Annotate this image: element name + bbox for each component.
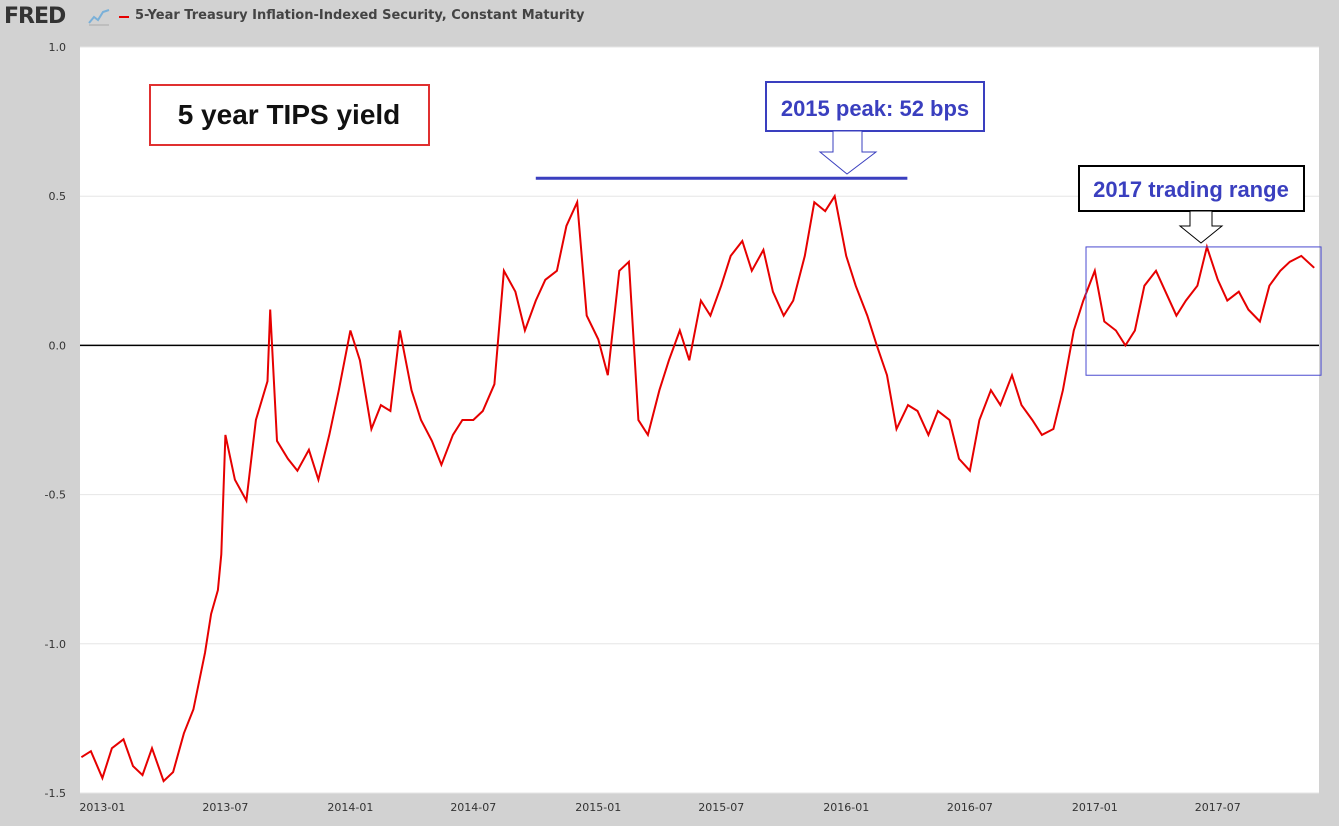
- x-tick-label: 2013-01: [79, 801, 125, 814]
- fred-logo: FRED: [4, 4, 66, 29]
- y-tick-label: 0.5: [49, 190, 67, 203]
- x-tick-label: 2017-01: [1072, 801, 1118, 814]
- fred-chart-icon: [88, 9, 110, 26]
- x-tick-label: 2017-07: [1195, 801, 1241, 814]
- range-annotation: 2017 trading range: [1078, 165, 1305, 244]
- title-annotation-text: 5 year TIPS yield: [178, 99, 401, 130]
- chart-header: FRED 5-Year Treasury Inflation-Indexed S…: [0, 0, 1339, 34]
- y-tick-label: 1.0: [49, 41, 67, 54]
- x-tick-label: 2015-07: [698, 801, 744, 814]
- x-tick-label: 2014-01: [327, 801, 373, 814]
- title-annotation-box: [149, 84, 430, 146]
- peak-annotation-box: [765, 81, 985, 132]
- plot-area: [80, 47, 1319, 793]
- range-arrow-icon: [1178, 210, 1224, 244]
- x-tick-label: 2014-07: [450, 801, 496, 814]
- range-annotation-box: [1078, 165, 1305, 212]
- legend-series-swatch: [119, 16, 129, 18]
- series-title: 5-Year Treasury Inflation-Indexed Securi…: [135, 8, 585, 23]
- x-tick-label: 2016-01: [823, 801, 869, 814]
- peak-annotation: 2015 peak: 52 bps: [765, 81, 985, 175]
- x-tick-label: 2015-01: [575, 801, 621, 814]
- y-tick-label: -0.5: [45, 489, 66, 502]
- y-tick-label: -1.5: [45, 787, 66, 800]
- x-tick-label: 2013-07: [202, 801, 248, 814]
- x-axis-ticks: 2013-01 2013-07 2014-01 2014-07 2015-01 2015-…: [79, 801, 1240, 814]
- title-annotation: 5 year TIPS yield: [149, 84, 430, 146]
- peak-annotation-text: 2015 peak: 52 bps: [781, 96, 969, 121]
- range-annotation-text: 2017 trading range: [1093, 177, 1289, 202]
- y-tick-label: 0.0: [49, 339, 67, 352]
- y-tick-label: -1.0: [45, 638, 66, 651]
- trading-range-rect: [1085, 246, 1322, 376]
- peak-arrow-icon: [818, 130, 878, 175]
- x-tick-label: 2016-07: [947, 801, 993, 814]
- y-axis-ticks: 1.0 0.5 0.0 -0.5 -1.0 -1.5: [45, 41, 66, 800]
- series-line: [80, 193, 1315, 783]
